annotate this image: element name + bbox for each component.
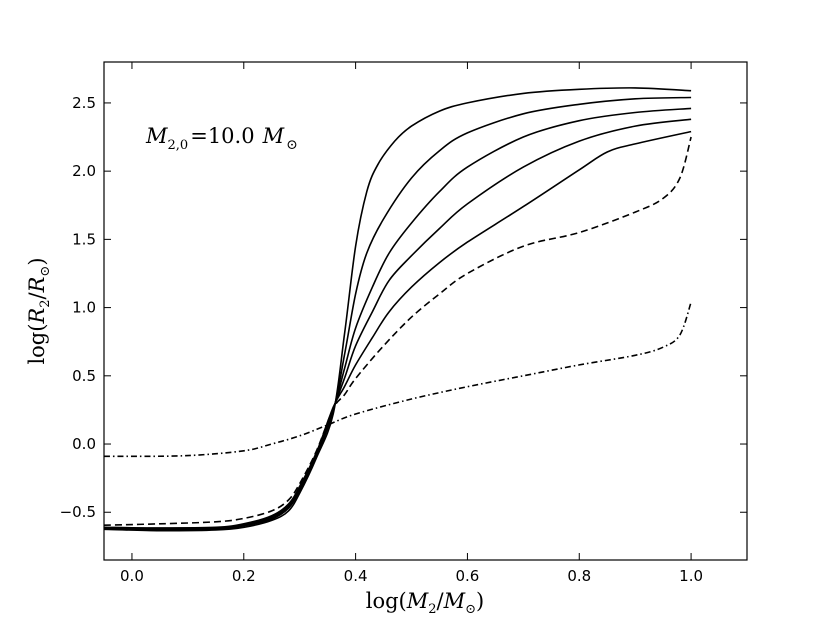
y-tick-label: 1.5 [72,230,96,248]
series-line-solid-4 [103,118,692,530]
x-tick-label: 0.0 [120,567,144,585]
series-line-solid-5 [103,130,692,529]
y-tick-label: 1.0 [72,299,96,317]
x-axis-label: log(M2/M⊙) [366,589,485,617]
x-tick-label: 0.2 [232,567,256,585]
y-tick-label: 0.0 [72,435,96,453]
y-tick-label: 2.0 [72,162,96,180]
y-tick-label: 2.5 [72,94,96,112]
x-tick-label: 1.0 [679,567,703,585]
series-line-dashed [103,136,692,526]
series-line-solid-3 [103,107,692,531]
y-axis-label: log(R2/R⊙) [25,257,53,364]
chart-series [103,87,692,532]
axis-ticks: 0.0 0.2 0.4 0.6 0.8 1.0 −0.5 0.0 0.5 1.0 1.5 2.0 2.5 [60,62,747,585]
y-tick-label: −0.5 [60,503,96,521]
x-tick-label: 0.8 [567,567,591,585]
x-tick-label: 0.6 [456,567,480,585]
x-tick-label: 0.4 [344,567,368,585]
series-line-solid-2 [103,96,692,531]
plot-frame [103,61,748,561]
series-line-dashdot [103,301,692,458]
mass-annotation: M2,0=10.0 M ⊙ [145,124,298,153]
y-tick-label: 0.5 [72,367,96,385]
series-line-solid-1 [103,87,692,532]
